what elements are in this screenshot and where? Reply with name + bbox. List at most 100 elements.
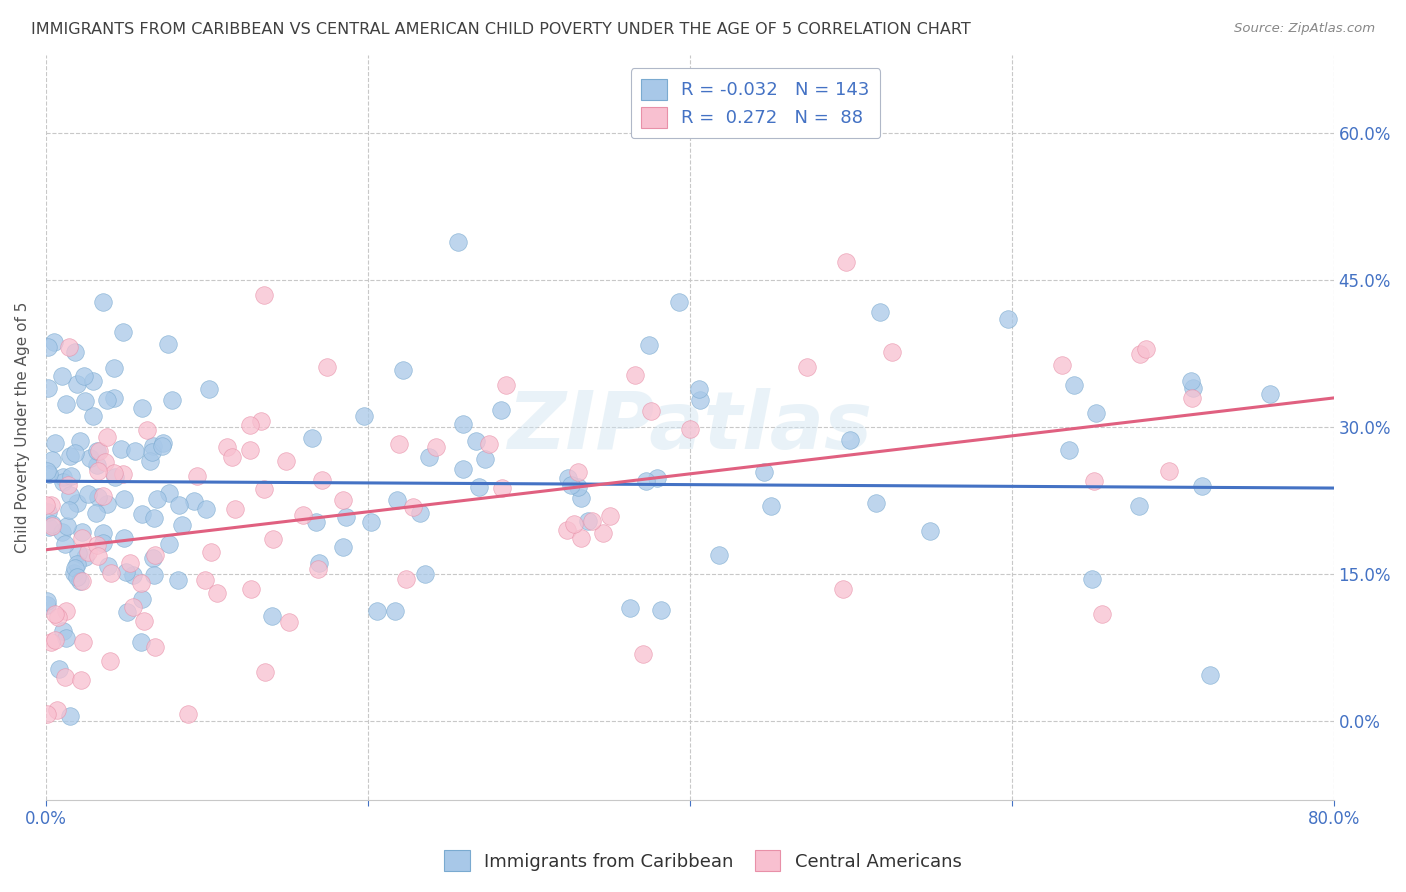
Point: [121, 568, 143, 582]
Point: [79, 450, 101, 465]
Point: [38, 520, 60, 534]
Point: [832, 582, 855, 596]
Point: [157, 337, 180, 351]
Point: [409, 506, 432, 520]
Point: [58, 478, 80, 492]
Point: [262, 533, 284, 547]
Point: [145, 640, 167, 654]
Point: [277, 615, 299, 629]
Point: [260, 609, 283, 624]
Legend: R = -0.032   N = 143, R =  0.272   N =  88: R = -0.032 N = 143, R = 0.272 N = 88: [631, 68, 880, 138]
Point: [402, 500, 425, 514]
Point: [1182, 381, 1205, 395]
Point: [1159, 464, 1181, 478]
Point: [135, 423, 157, 437]
Point: [82, 374, 104, 388]
Point: [308, 562, 330, 576]
Point: [221, 450, 243, 465]
Point: [69, 434, 91, 448]
Point: [39, 634, 62, 648]
Point: [170, 518, 193, 533]
Point: [37, 594, 59, 608]
Point: [70, 673, 93, 688]
Point: [55, 631, 77, 645]
Point: [562, 516, 585, 531]
Point: [761, 499, 783, 513]
Point: [41, 516, 63, 531]
Point: [384, 604, 406, 618]
Point: [835, 255, 858, 269]
Point: [66, 558, 89, 572]
Point: [169, 498, 191, 512]
Point: [55, 604, 77, 618]
Text: ZIPatlas: ZIPatlas: [508, 388, 872, 467]
Point: [253, 665, 276, 680]
Point: [240, 582, 263, 596]
Point: [72, 635, 94, 649]
Point: [75, 394, 97, 409]
Point: [395, 572, 418, 586]
Y-axis label: Child Poverty Under the Age of 5: Child Poverty Under the Age of 5: [15, 301, 30, 553]
Point: [142, 439, 165, 453]
Point: [1050, 358, 1073, 372]
Point: [70, 524, 93, 539]
Point: [183, 493, 205, 508]
Point: [195, 502, 218, 516]
Point: [87, 444, 110, 458]
Point: [56, 518, 79, 533]
Point: [129, 575, 152, 590]
Point: [569, 491, 592, 506]
Point: [141, 445, 163, 459]
Point: [451, 417, 474, 431]
Point: [53, 537, 76, 551]
Point: [63, 344, 86, 359]
Point: [150, 439, 173, 453]
Point: [97, 558, 120, 573]
Point: [1180, 374, 1202, 388]
Point: [55, 397, 77, 411]
Point: [205, 586, 228, 600]
Point: [239, 417, 262, 432]
Point: [77, 545, 100, 559]
Point: [1258, 387, 1281, 401]
Point: [217, 441, 239, 455]
Point: [115, 565, 138, 579]
Point: [1057, 442, 1080, 457]
Point: [636, 474, 658, 488]
Point: [66, 496, 89, 510]
Point: [640, 403, 662, 417]
Point: [142, 551, 165, 566]
Point: [98, 654, 121, 668]
Point: [44, 435, 66, 450]
Point: [84, 506, 107, 520]
Point: [198, 382, 221, 396]
Point: [796, 359, 818, 374]
Point: [112, 467, 135, 481]
Point: [489, 403, 512, 417]
Point: [581, 514, 603, 528]
Point: [425, 440, 447, 454]
Point: [103, 391, 125, 405]
Point: [145, 491, 167, 506]
Point: [555, 524, 578, 538]
Point: [131, 507, 153, 521]
Point: [65, 561, 87, 575]
Point: [103, 361, 125, 376]
Point: [41, 519, 63, 533]
Point: [239, 443, 262, 458]
Point: [838, 434, 860, 448]
Point: [599, 508, 621, 523]
Point: [592, 526, 614, 541]
Point: [491, 481, 513, 495]
Point: [619, 600, 641, 615]
Point: [94, 454, 117, 468]
Point: [186, 468, 208, 483]
Point: [66, 570, 89, 584]
Point: [112, 531, 135, 545]
Point: [1191, 478, 1213, 492]
Point: [37, 598, 59, 612]
Point: [52, 469, 75, 483]
Text: Source: ZipAtlas.com: Source: ZipAtlas.com: [1234, 22, 1375, 36]
Point: [52, 624, 75, 638]
Point: [96, 430, 118, 444]
